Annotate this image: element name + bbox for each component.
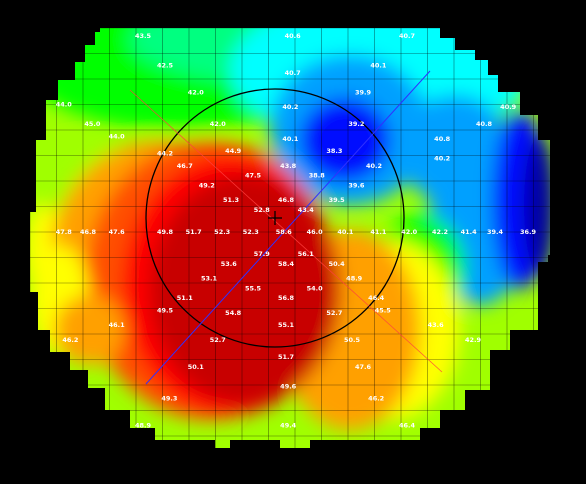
- value-label: 44.9: [225, 147, 242, 155]
- value-label: 48.9: [135, 422, 152, 430]
- value-label: 41.4: [461, 228, 478, 236]
- value-label: 46.2: [62, 336, 78, 344]
- value-label: 51.1: [177, 294, 194, 302]
- value-label: 58.4: [278, 260, 295, 268]
- value-label: 47.6: [109, 228, 126, 236]
- value-label: 38.3: [326, 147, 342, 155]
- value-label: 40.7: [285, 69, 301, 77]
- value-label: 40.1: [370, 61, 387, 69]
- value-label: 54.0: [307, 284, 324, 292]
- value-label: 50.1: [188, 363, 205, 371]
- value-label: 51.7: [278, 353, 294, 361]
- value-label: 46.7: [177, 162, 193, 170]
- reference-circle: [145, 88, 405, 348]
- value-label: 40.2: [434, 155, 450, 163]
- value-label: 49.3: [161, 395, 177, 403]
- value-label: 46.2: [368, 395, 384, 403]
- value-label: 45.5: [375, 306, 392, 314]
- overlay-layer: [129, 70, 443, 385]
- contour-region: [150, 175, 340, 405]
- value-label: 39.6: [348, 181, 365, 189]
- contour-region: [300, 98, 390, 182]
- value-label: 42.5: [157, 61, 174, 69]
- value-label: 41.1: [370, 228, 387, 236]
- value-label: 43.8: [280, 162, 297, 170]
- value-label: 57.9: [254, 250, 271, 258]
- value-label: 52.7: [326, 309, 342, 317]
- value-label: 43.5: [135, 32, 152, 40]
- value-label: 49.2: [199, 181, 215, 189]
- value-label: 43.4: [298, 206, 315, 214]
- diagonal-axis-blue: [145, 70, 431, 385]
- value-label: 40.1: [337, 228, 354, 236]
- value-label: 43.6: [428, 321, 445, 329]
- value-label: 39.9: [355, 88, 372, 96]
- value-label: 50.5: [344, 336, 361, 344]
- contour-region: [524, 135, 550, 275]
- value-label: 49.8: [157, 228, 174, 236]
- value-label: 39.5: [329, 196, 346, 204]
- value-label: 55.5: [245, 284, 262, 292]
- value-label: 48.9: [346, 275, 363, 283]
- value-label: 42.0: [188, 88, 205, 96]
- value-label: 44.0: [109, 132, 126, 140]
- value-label: 50.4: [329, 260, 346, 268]
- value-label: 46.1: [109, 321, 126, 329]
- center-cross: [268, 211, 282, 225]
- value-label: 40.8: [434, 135, 451, 143]
- value-label: 52.7: [210, 336, 226, 344]
- value-label: 46.4: [368, 294, 385, 302]
- value-label: 51.7: [186, 228, 202, 236]
- value-label: 36.9: [520, 228, 537, 236]
- value-label: 46.8: [278, 196, 295, 204]
- value-label: 38.8: [309, 172, 326, 180]
- value-label: 42.0: [401, 228, 418, 236]
- value-label: 39.2: [348, 120, 364, 128]
- value-label: 40.6: [285, 32, 302, 40]
- value-label: 46.4: [399, 422, 416, 430]
- value-label: 49.6: [280, 382, 297, 390]
- value-label: 47.8: [56, 228, 73, 236]
- value-label: 40.8: [476, 120, 493, 128]
- value-label: 44.0: [56, 101, 73, 109]
- value-label: 42.0: [210, 120, 227, 128]
- value-label: 55.1: [278, 321, 295, 329]
- value-label: 45.0: [84, 120, 101, 128]
- value-label: 40.2: [366, 162, 382, 170]
- value-label: 56.8: [278, 294, 295, 302]
- value-label: 46.8: [80, 228, 97, 236]
- value-label: 44.2: [157, 150, 173, 158]
- value-label: 56.1: [298, 250, 315, 258]
- value-label: 52.3: [214, 228, 230, 236]
- value-label: 53.6: [221, 260, 238, 268]
- value-label: 54.8: [225, 309, 242, 317]
- value-labels: 43.5 40.6 40.7 42.5 40.7 40.1 42.0 39.9 44.0 40.2…: [56, 32, 537, 430]
- value-label: 49.4: [280, 422, 297, 430]
- value-label: 49.5: [157, 306, 174, 314]
- value-label: 40.9: [500, 103, 517, 111]
- value-label: 42.2: [432, 228, 448, 236]
- value-label: 39.4: [487, 228, 504, 236]
- value-label: 46.0: [307, 228, 324, 236]
- value-label: 40.1: [282, 135, 299, 143]
- value-label: 47.6: [355, 363, 372, 371]
- contour-region: [55, 295, 125, 365]
- diagonal-axis-red: [129, 89, 443, 373]
- value-label: 42.9: [465, 336, 482, 344]
- value-label: 53.1: [201, 275, 218, 283]
- value-label: 58.6: [276, 228, 293, 236]
- value-label: 47.5: [245, 172, 262, 180]
- value-label: 40.7: [399, 32, 415, 40]
- value-label: 51.3: [223, 196, 239, 204]
- value-label: 52.3: [243, 228, 259, 236]
- value-label: 40.2: [282, 103, 298, 111]
- value-label: 52.8: [254, 206, 271, 214]
